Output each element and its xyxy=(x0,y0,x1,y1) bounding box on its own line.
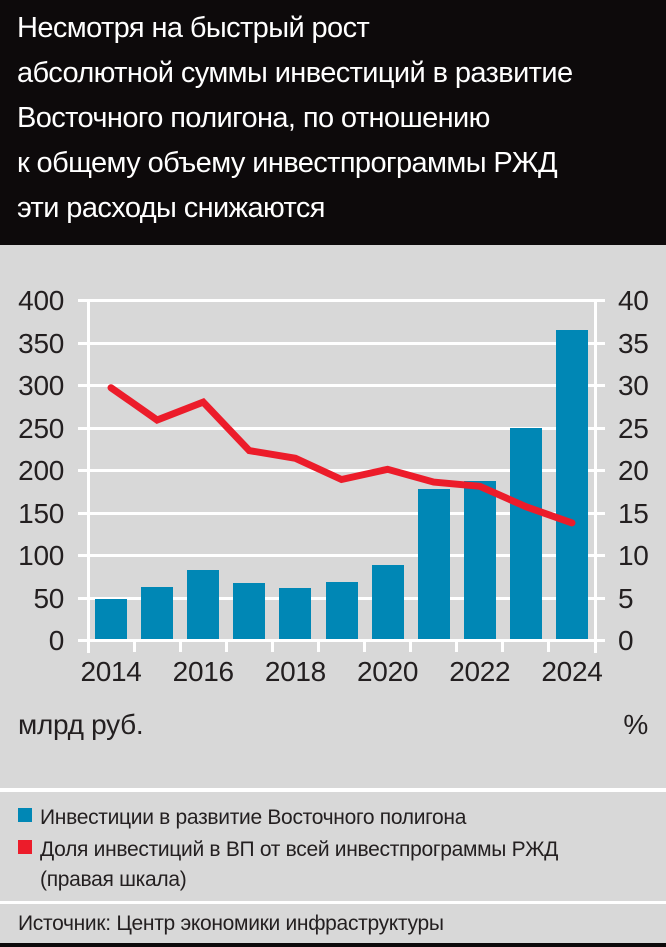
separator-bottom xyxy=(0,901,666,904)
bar-2023 xyxy=(509,427,542,641)
y-left-label-100: 100 xyxy=(18,540,64,571)
left-axis-unit-label: млрд руб. xyxy=(18,709,144,740)
x-label-2018: 2018 xyxy=(264,656,326,687)
y-axis-left xyxy=(86,301,90,653)
y-left-label-300: 300 xyxy=(18,370,64,401)
y-left-label-250: 250 xyxy=(18,412,64,444)
bar-2019 xyxy=(325,581,358,641)
right-axis-unit-label: % xyxy=(623,709,648,740)
bar-2016 xyxy=(187,569,220,641)
x-tick xyxy=(455,641,459,652)
source-line: Источник: Центр экономики инфраструктуры xyxy=(18,912,444,935)
y-left-label-200: 200 xyxy=(18,455,64,486)
grid-line-350 xyxy=(78,341,605,345)
legend-label-share-main: Доля инвестиций в ВП от всей инвестпрогр… xyxy=(40,838,559,861)
legend-label-share-note: (правая шкала) xyxy=(40,868,187,891)
x-tick xyxy=(132,641,136,652)
y-right-label-40: 40 xyxy=(618,285,649,316)
bottom-black-bar xyxy=(0,943,666,947)
y-right-label-25: 25 xyxy=(618,412,649,444)
y-right-label-10: 10 xyxy=(618,540,649,571)
x-label-2016: 2016 xyxy=(172,656,234,687)
x-label-2014: 2014 xyxy=(80,656,142,687)
y-right-label-15: 15 xyxy=(618,497,649,529)
y-right-label-35: 35 xyxy=(618,327,649,359)
bar-2021 xyxy=(417,488,450,641)
y-left-label-350: 350 xyxy=(18,327,64,359)
bar-2018 xyxy=(279,588,312,641)
legend-label-share: Доля инвестиций в ВП от всей инвестпрогр… xyxy=(40,835,558,895)
x-tick xyxy=(316,641,320,652)
grid-line-0 xyxy=(78,639,605,642)
chart-title: Несмотря на быстрый рост абсолютной сумм… xyxy=(17,12,573,224)
share-line xyxy=(107,384,576,527)
y-right-label-20: 20 xyxy=(618,455,649,486)
x-tick xyxy=(547,641,551,652)
bar-2022 xyxy=(463,481,496,641)
x-label-2024: 2024 xyxy=(541,656,603,687)
legend-swatch-investments xyxy=(18,808,32,822)
bar-2024 xyxy=(555,329,588,641)
y-axis-right xyxy=(593,301,597,653)
x-label-2022: 2022 xyxy=(449,656,511,687)
bar-2020 xyxy=(371,564,404,641)
bar-2017 xyxy=(233,583,266,641)
y-left-label-0: 0 xyxy=(48,625,65,656)
grid-line-100 xyxy=(78,554,605,557)
header-band: Несмотря на быстрый рост абсолютной сумм… xyxy=(0,0,666,245)
bar-2015 xyxy=(141,586,174,641)
x-tick xyxy=(270,641,274,652)
legend-item-share: Доля инвестиций в ВП от всей инвестпрогр… xyxy=(18,835,656,895)
y-right-label-0: 0 xyxy=(618,625,634,656)
x-tick xyxy=(178,641,182,652)
x-tick xyxy=(409,641,413,652)
grid-line-300 xyxy=(78,384,605,387)
x-tick xyxy=(224,641,228,652)
legend-swatch-share xyxy=(18,840,32,854)
y-left-label-150: 150 xyxy=(18,497,64,529)
y-right-label-5: 5 xyxy=(618,582,634,614)
y-right-label-30: 30 xyxy=(618,370,649,401)
x-tick xyxy=(363,641,367,652)
bar-2014 xyxy=(95,598,128,641)
legend-item-investments: Инвестиции в развитие Восточного полигон… xyxy=(18,803,656,833)
x-label-2020: 2020 xyxy=(357,656,419,687)
separator-top xyxy=(0,788,666,792)
x-tick xyxy=(501,641,505,652)
legend-label-investments: Инвестиции в развитие Восточного полигон… xyxy=(40,806,467,829)
y-left-label-50: 50 xyxy=(33,582,64,614)
grid-line-400 xyxy=(78,299,605,302)
y-left-label-400: 400 xyxy=(18,285,64,316)
